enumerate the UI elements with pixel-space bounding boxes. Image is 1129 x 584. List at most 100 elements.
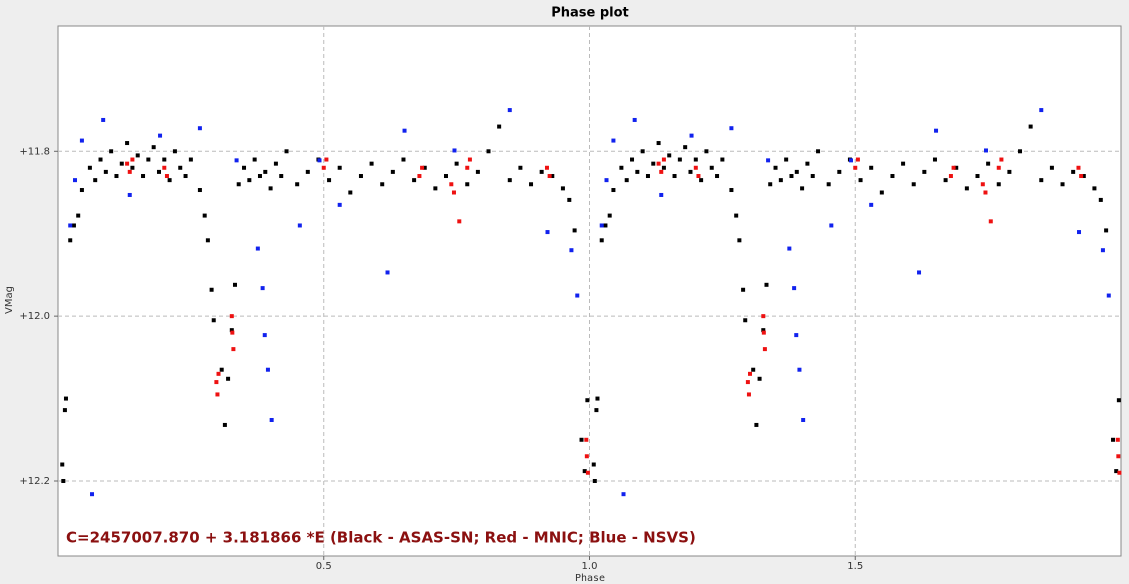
data-point: [507, 178, 512, 183]
data-point: [486, 149, 491, 154]
data-point: [216, 371, 221, 376]
data-point: [71, 223, 76, 228]
data-point: [729, 188, 734, 193]
data-point: [242, 165, 247, 170]
data-point: [76, 213, 81, 218]
data-point: [778, 178, 783, 183]
data-point: [119, 161, 124, 166]
data-point: [743, 318, 748, 323]
data-point: [754, 422, 759, 427]
data-point: [688, 169, 693, 174]
data-point: [1117, 470, 1122, 475]
data-point: [975, 174, 980, 179]
data-point: [656, 161, 661, 166]
data-point: [1100, 248, 1105, 253]
data-point: [709, 165, 714, 170]
data-point: [645, 174, 650, 179]
data-point: [130, 157, 135, 162]
data-point: [547, 174, 552, 179]
data-point: [230, 330, 235, 335]
data-point: [734, 213, 739, 218]
data-point: [79, 188, 84, 193]
data-point: [172, 149, 177, 154]
data-point: [1079, 174, 1084, 179]
data-point: [452, 148, 457, 153]
data-point: [164, 174, 169, 179]
data-point: [741, 287, 746, 292]
data-point: [93, 178, 98, 183]
data-point: [826, 182, 831, 187]
data-point: [402, 128, 407, 133]
data-point: [98, 157, 103, 162]
data-point: [317, 158, 322, 163]
data-point: [720, 157, 725, 162]
data-point: [1098, 197, 1103, 202]
data-point: [948, 174, 953, 179]
data-point: [255, 246, 260, 251]
x-tick-label: 0.5: [316, 561, 332, 572]
data-point: [90, 492, 95, 497]
y-axis-label: VMag: [4, 286, 15, 314]
annotation: C=2457007.870 + 3.181866 *E (Black - ASA…: [66, 529, 696, 547]
data-point: [205, 238, 210, 243]
data-point: [1104, 228, 1109, 233]
data-point: [604, 178, 609, 183]
data-point: [87, 165, 92, 170]
data-point: [62, 408, 67, 413]
data-point: [624, 178, 629, 183]
chart-title: Phase plot: [551, 6, 629, 21]
data-point: [420, 165, 425, 170]
data-point: [932, 157, 937, 162]
data-point: [983, 148, 988, 153]
data-point: [229, 314, 234, 319]
data-point: [1076, 165, 1081, 170]
data-point: [262, 333, 267, 338]
data-point: [457, 219, 462, 224]
data-point: [412, 178, 417, 183]
data-point: [582, 469, 587, 474]
data-point: [751, 367, 756, 372]
data-point: [114, 174, 119, 179]
data-point: [890, 174, 895, 179]
data-point: [999, 157, 1004, 162]
data-point: [635, 169, 640, 174]
data-point: [167, 178, 172, 183]
data-point: [215, 392, 220, 397]
data-point: [324, 157, 329, 162]
data-point: [848, 158, 853, 163]
data-point: [858, 178, 863, 183]
data-point: [764, 282, 769, 287]
data-point: [560, 186, 565, 191]
data-point: [640, 149, 645, 154]
data-point: [202, 213, 207, 218]
data-point: [787, 246, 792, 251]
data-point: [745, 380, 750, 385]
data-point: [467, 157, 472, 162]
y-tick-label: +11.8: [19, 146, 50, 157]
data-point: [1007, 169, 1012, 174]
data-point: [273, 161, 278, 166]
data-point: [214, 380, 219, 385]
data-point: [1092, 186, 1097, 191]
data-point: [1106, 293, 1111, 298]
data-point: [761, 314, 766, 319]
data-point: [1071, 169, 1076, 174]
data-point: [465, 165, 470, 170]
data-point: [585, 398, 590, 403]
data-point: [529, 182, 534, 187]
data-point: [594, 408, 599, 413]
data-point: [451, 190, 456, 195]
data-point: [449, 182, 454, 187]
data-point: [252, 157, 257, 162]
data-point: [321, 165, 326, 170]
data-point: [401, 157, 406, 162]
data-point: [683, 145, 688, 150]
data-point: [209, 287, 214, 292]
y-tick-label: +12.2: [19, 476, 50, 487]
data-point: [630, 157, 635, 162]
data-point: [141, 174, 146, 179]
data-point: [385, 270, 390, 275]
data-point: [659, 192, 664, 197]
data-point: [236, 182, 241, 187]
